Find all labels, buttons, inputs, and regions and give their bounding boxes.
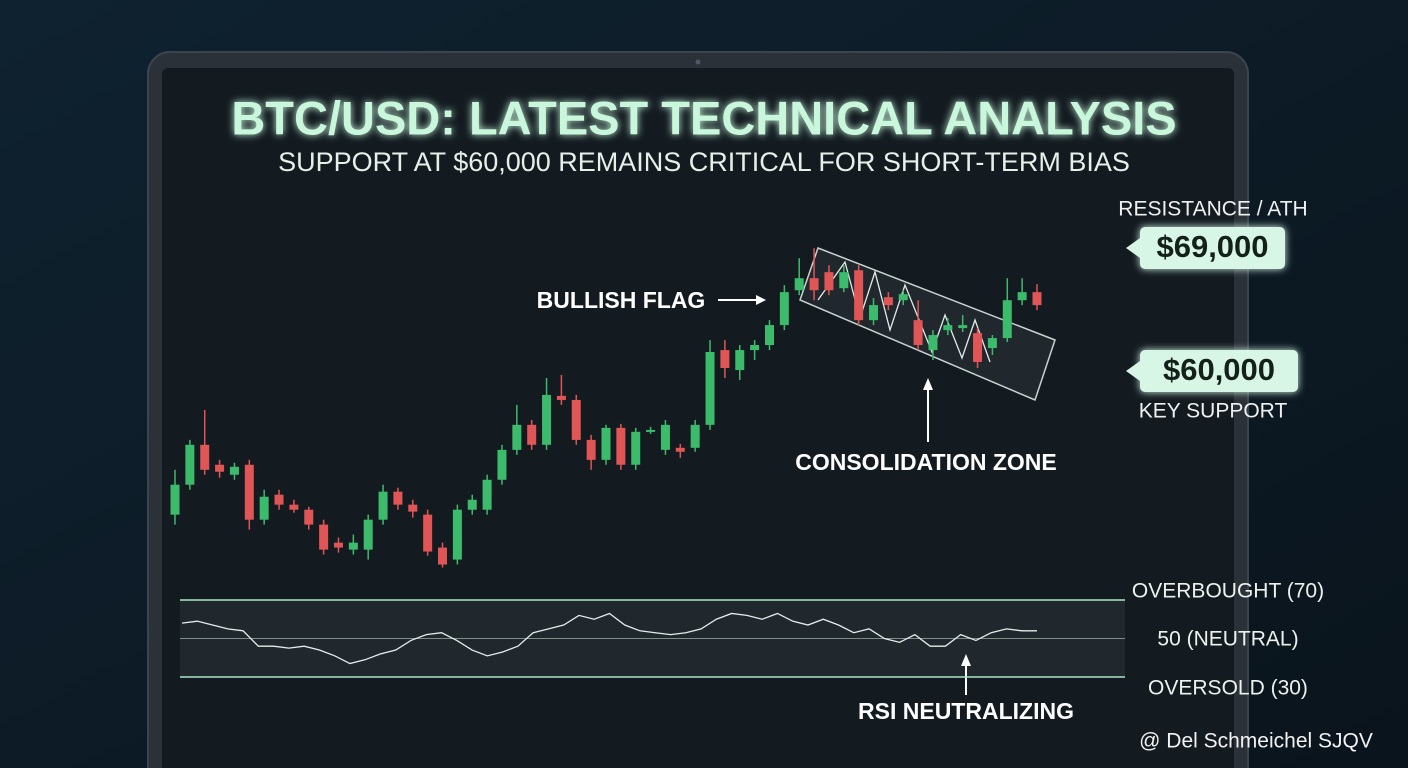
candle-body [571,399,581,440]
candle-body [452,509,462,560]
candle-body [304,509,314,525]
candle-body [1017,292,1027,301]
candle-body [660,424,670,450]
candle-body [512,424,522,450]
candle-body [616,427,626,465]
candle-body [215,464,225,472]
candle-body [690,424,700,448]
candle-body [928,335,938,351]
flag-channel [799,247,1056,402]
chart-layer: $69,000 RESISTANCE / ATH $60,000 KEY SUPPOR… [165,198,1324,700]
level-label: $69,000 [1156,229,1268,264]
candle-body [527,424,537,445]
candle-body [542,394,552,445]
annotation: RSI NEUTRALIZING [858,698,1074,724]
candle-body [244,464,254,520]
candle-body [467,499,477,510]
candle-body [586,439,596,460]
candle-body [675,447,685,452]
candle-body [913,320,923,346]
candle-body [378,491,388,520]
candle-body [1032,292,1042,306]
candle-body [200,444,210,470]
watermark: @ Del Schmeichel SJQV [1139,730,1373,753]
candle-body [601,427,611,460]
candle-body [438,547,448,565]
level-box [1140,350,1298,392]
candle-body [869,305,879,321]
candle-body [764,325,774,346]
candle-body [259,496,269,520]
candle-body [898,294,908,301]
candle-body [363,519,373,550]
candle-body [646,429,656,432]
arrow-head [923,378,933,390]
level-pointer [1126,238,1140,258]
candle-body [482,479,492,510]
candle-body [809,278,819,291]
candle-body [1002,300,1012,339]
candle-body [750,345,760,351]
candle-body [973,333,983,362]
candle-body [720,350,730,368]
candle-body [274,494,284,505]
level-label: $60,000 [1163,352,1275,387]
candle-body [319,524,329,550]
candle-body [839,272,849,289]
annotation: BULLISH FLAG [537,287,706,313]
candle-body [556,395,566,400]
annotation: CONSOLIDATION ZONE [795,449,1057,475]
rsi-line [181,612,1037,665]
candle-body [943,325,953,331]
candle-body [735,350,745,371]
candle-body [348,542,358,550]
candle-body [229,466,239,475]
candle-body [423,514,433,552]
arrow-head [756,295,766,305]
candle-body [779,292,789,326]
rsi-level-label: 50 (NEUTRAL) [1157,628,1298,651]
level-box [1140,227,1285,269]
candle-body [631,431,641,465]
candle-body [333,542,343,548]
candle-body [408,504,418,512]
candle-body [170,484,180,515]
chart-subtitle: SUPPORT AT $60,000 REMAINS CRITICAL FOR … [278,147,1130,177]
level-name: RESISTANCE / ATH [1118,198,1307,221]
candle-body [185,444,195,485]
candle-body [958,325,968,329]
level-pointer [1126,361,1140,381]
candle-body [393,491,403,505]
chart-title: BTC/USD: LATEST TECHNICAL ANALYSIS [231,91,1176,144]
rsi-level-label: OVERSOLD (30) [1148,677,1308,700]
candle-body [824,272,834,291]
candle-body [854,270,864,321]
candle-body [987,338,997,349]
screen [162,68,1234,768]
camera [695,59,701,65]
level-name: KEY SUPPORT [1139,400,1288,423]
candle-body [289,504,299,510]
candle-body [705,352,715,425]
rsi-level-label: OVERBOUGHT (70) [1132,580,1324,603]
candle-body [883,297,893,306]
candle-body [794,278,804,291]
arrow-head [961,654,971,666]
candle-body [497,449,507,480]
